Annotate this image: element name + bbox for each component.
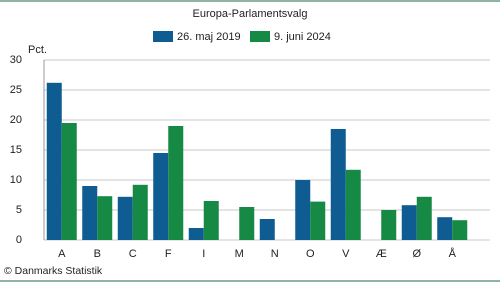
y-tick-label: 5 <box>16 204 22 216</box>
y-axis-label: Pct. <box>28 44 47 56</box>
y-tick-label: 0 <box>16 234 22 246</box>
bar <box>345 169 361 240</box>
bar <box>416 196 432 240</box>
x-tick-label: F <box>165 248 172 260</box>
legend-label: 26. maj 2019 <box>177 31 241 43</box>
bar <box>46 82 62 240</box>
x-tick-label: Å <box>449 247 457 260</box>
bar <box>310 201 326 240</box>
bar <box>97 196 113 240</box>
bar <box>168 126 184 240</box>
bar <box>132 184 148 240</box>
bar <box>401 205 417 240</box>
x-tick-label: Ø <box>412 248 421 260</box>
chart-title: Europa-Parlamentsvalg <box>193 8 308 20</box>
x-tick-label: N <box>271 248 279 260</box>
bar <box>381 210 397 240</box>
source: © Danmarks Statistik <box>4 265 103 277</box>
x-tick-label: Æ <box>376 248 387 260</box>
x-tick-label: M <box>235 248 244 260</box>
bar <box>61 123 77 240</box>
x-tick-label: A <box>58 248 66 260</box>
x-tick-label: C <box>129 248 137 260</box>
legend-label: 9. juni 2024 <box>274 31 331 43</box>
bar <box>188 228 204 240</box>
y-tick-label: 15 <box>10 144 22 156</box>
bar <box>295 180 311 240</box>
x-tick-label: B <box>94 248 101 260</box>
bar <box>153 153 169 240</box>
legend-swatch <box>250 31 270 42</box>
bar <box>117 196 133 240</box>
y-tick-label: 10 <box>10 174 22 186</box>
bar <box>452 220 468 240</box>
bar <box>203 201 219 240</box>
legend-swatch <box>153 31 173 42</box>
x-tick-label: I <box>202 248 205 260</box>
bar <box>330 129 346 240</box>
y-tick-label: 20 <box>10 114 22 126</box>
bar <box>239 207 255 240</box>
bar <box>259 219 275 240</box>
x-tick-label: O <box>306 248 315 260</box>
x-tick-label: V <box>342 248 350 260</box>
bar <box>82 186 98 240</box>
y-tick-label: 25 <box>10 84 22 96</box>
y-tick-label: 30 <box>10 54 22 66</box>
bar <box>437 217 453 240</box>
